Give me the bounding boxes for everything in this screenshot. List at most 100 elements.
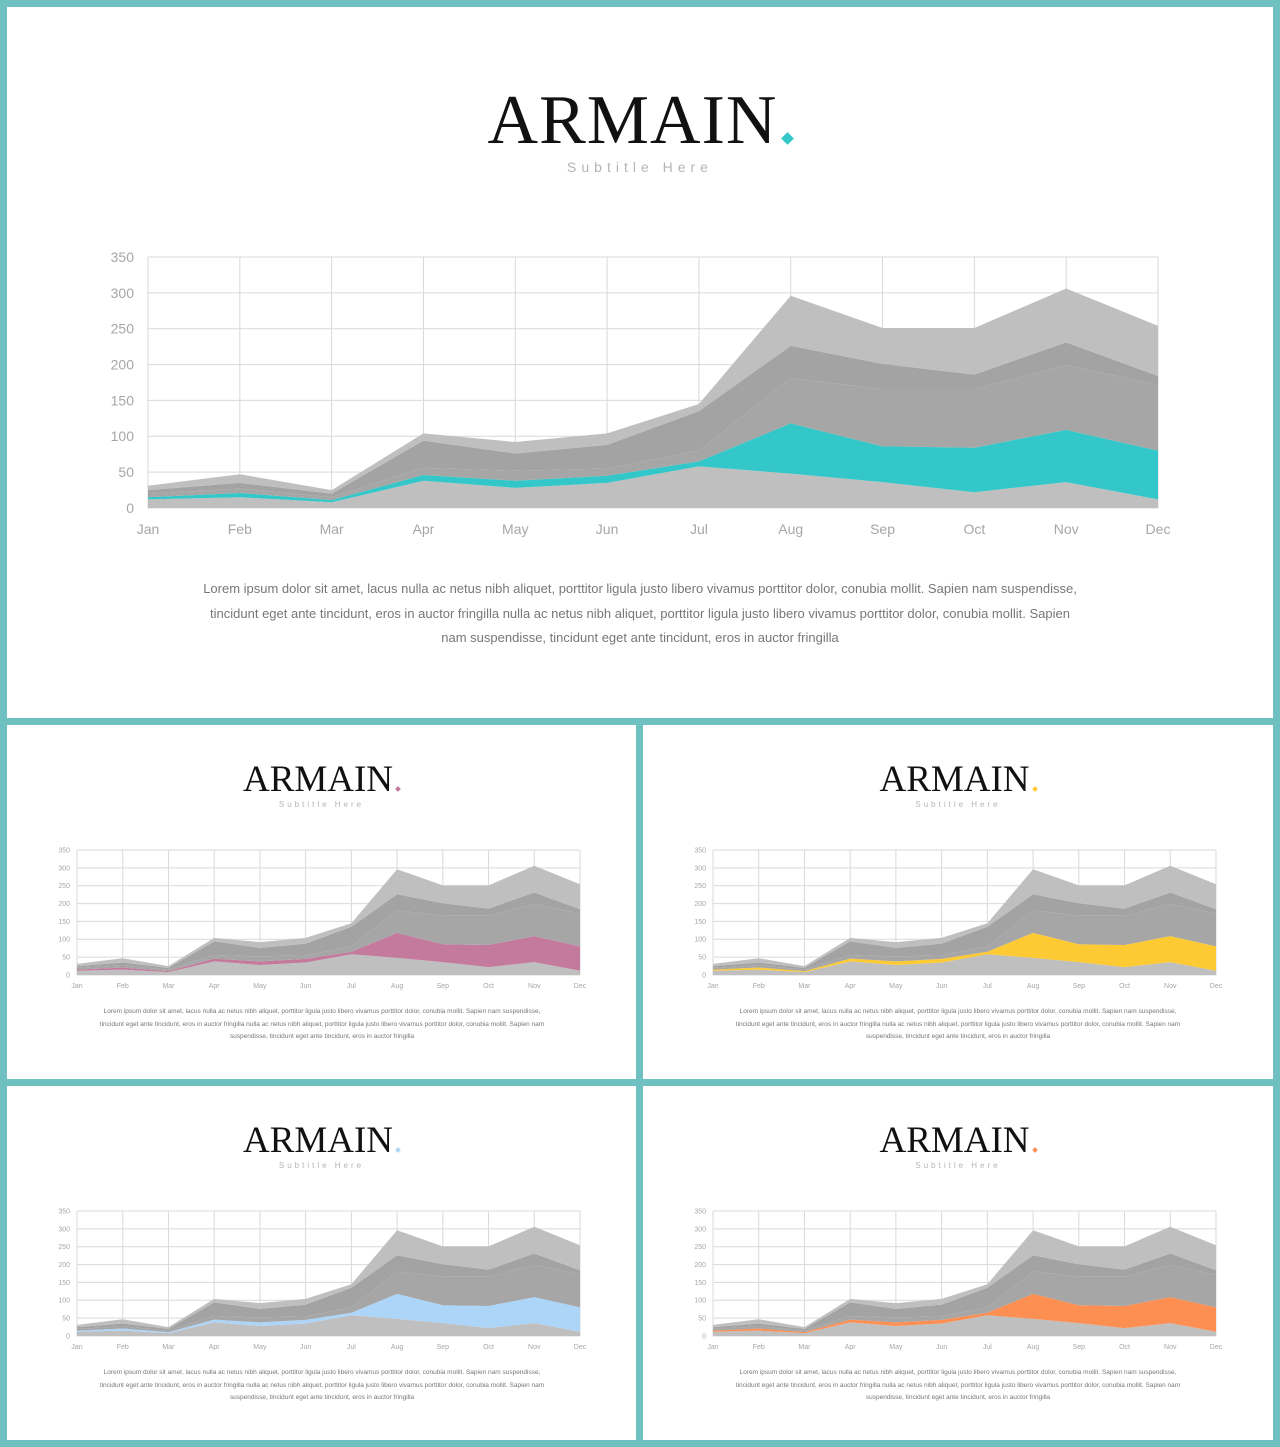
y-tick-label: 50 [62, 955, 70, 962]
x-tick-label: Apr [845, 1344, 857, 1351]
x-tick-label: Mar [162, 1344, 175, 1351]
x-tick-label: Jan [71, 983, 82, 990]
area-series-5 [713, 865, 1216, 968]
brand-title: ARMAIN [643, 1119, 1273, 1162]
x-tick-label: Jul [983, 1344, 992, 1351]
y-tick-label: 100 [58, 1298, 70, 1305]
y-tick-label: 150 [694, 919, 706, 926]
x-tick-label: May [889, 1344, 903, 1351]
x-tick-label: Nov [528, 1344, 541, 1351]
y-tick-label: 200 [111, 356, 135, 372]
x-tick-label: Oct [483, 983, 494, 990]
x-tick-label: Jun [596, 521, 619, 537]
x-tick-label: Feb [753, 1344, 765, 1351]
x-tick-label: Sep [1073, 1344, 1086, 1351]
x-tick-label: Dec [574, 1344, 587, 1351]
area-series-2 [77, 932, 580, 973]
y-tick-label: 250 [111, 321, 135, 337]
area-series-5 [77, 1226, 580, 1329]
x-tick-label: Feb [753, 983, 765, 990]
x-tick-label: Mar [798, 983, 811, 990]
x-tick-label: Feb [117, 1344, 129, 1351]
x-tick-label: Dec [1210, 983, 1223, 990]
y-tick-label: 0 [126, 500, 134, 516]
slide-blue: ARMAIN Subtitle Here 0 50 100 150 200 250 300 3… [7, 1086, 636, 1440]
x-tick-label: Apr [845, 983, 857, 990]
subtitle: Subtitle Here [567, 159, 713, 175]
x-tick-label: Mar [320, 521, 344, 537]
area-series-4 [77, 892, 580, 970]
brand-title: ARMAIN [7, 81, 1273, 161]
y-tick-label: 50 [62, 1316, 70, 1323]
x-tick-label: Jan [707, 983, 718, 990]
x-tick-label: Sep [870, 521, 895, 537]
y-tick-label: 300 [694, 865, 706, 872]
x-tick-label: Feb [228, 521, 252, 537]
area-chart: 0 50 100 150 200 250 300 350 Jan Feb Mar Apr May Jun J… [694, 847, 1223, 990]
area-series-1 [77, 954, 580, 975]
y-tick-label: 350 [694, 847, 706, 854]
area-series-2 [77, 1293, 580, 1334]
x-tick-label: Dec [1146, 521, 1171, 537]
x-tick-label: Jul [983, 983, 992, 990]
area-series-4 [713, 892, 1216, 970]
x-tick-label: Nov [1164, 1344, 1177, 1351]
y-tick-label: 150 [58, 1280, 70, 1287]
area-series-5 [713, 1226, 1216, 1329]
body-text: Lorem ipsum dolor sit amet, lacus nulla … [735, 1369, 1181, 1401]
x-tick-label: Dec [574, 983, 587, 990]
y-tick-label: 300 [694, 1226, 706, 1233]
y-tick-label: 350 [111, 249, 135, 265]
slide-main: ARMAIN Subtitle Here 0 50 100 150 200 250 300 3… [7, 7, 1273, 718]
x-tick-label: Feb [117, 983, 129, 990]
x-tick-label: May [253, 1344, 267, 1351]
x-tick-label: Apr [209, 1344, 221, 1351]
x-tick-label: Jun [936, 1344, 947, 1351]
y-tick-label: 300 [58, 865, 70, 872]
area-series-3 [77, 903, 580, 972]
y-tick-label: 250 [694, 1244, 706, 1251]
y-tick-label: 0 [66, 972, 70, 979]
y-tick-label: 300 [58, 1226, 70, 1233]
y-tick-label: 150 [694, 1280, 706, 1287]
area-series-4 [77, 1253, 580, 1331]
body-text: Lorem ipsum dolor sit amet, lacus nulla … [99, 1369, 545, 1401]
x-tick-label: Jan [137, 521, 160, 537]
area-series-4 [713, 1253, 1216, 1331]
x-tick-label: Jun [936, 983, 947, 990]
x-tick-label: Apr [413, 521, 435, 537]
area-series-3 [77, 1264, 580, 1333]
y-tick-label: 350 [694, 1208, 706, 1215]
x-tick-label: Dec [1210, 1344, 1223, 1351]
y-tick-label: 100 [111, 428, 135, 444]
x-tick-label: Oct [963, 521, 985, 537]
y-tick-label: 150 [111, 392, 135, 408]
x-tick-label: Sep [1073, 983, 1086, 990]
y-tick-label: 250 [58, 883, 70, 890]
slide-yellow: ARMAIN Subtitle Here 0 50 100 150 200 250 300 3… [643, 725, 1273, 1079]
x-tick-label: Jun [300, 983, 311, 990]
y-tick-label: 0 [702, 1333, 706, 1340]
x-tick-label: Oct [1119, 983, 1130, 990]
subtitle: Subtitle Here [278, 800, 365, 809]
area-series-2 [713, 932, 1216, 973]
x-tick-label: May [889, 983, 903, 990]
y-tick-label: 50 [698, 1316, 706, 1323]
x-tick-label: Aug [778, 521, 803, 537]
x-tick-label: Jul [347, 1344, 356, 1351]
y-tick-label: 0 [66, 1333, 70, 1340]
x-tick-label: Aug [1027, 983, 1040, 990]
x-tick-label: May [502, 521, 528, 537]
y-tick-label: 100 [58, 937, 70, 944]
x-tick-label: Mar [162, 983, 175, 990]
y-tick-label: 250 [58, 1244, 70, 1251]
x-tick-label: Jun [300, 1344, 311, 1351]
y-tick-label: 300 [111, 285, 135, 301]
area-series-5 [148, 288, 1158, 494]
area-series-1 [713, 954, 1216, 975]
area-series-1 [148, 466, 1158, 508]
y-tick-label: 0 [702, 972, 706, 979]
x-tick-label: Jan [71, 1344, 82, 1351]
x-tick-label: Oct [1119, 1344, 1130, 1351]
x-tick-label: Aug [391, 983, 404, 990]
